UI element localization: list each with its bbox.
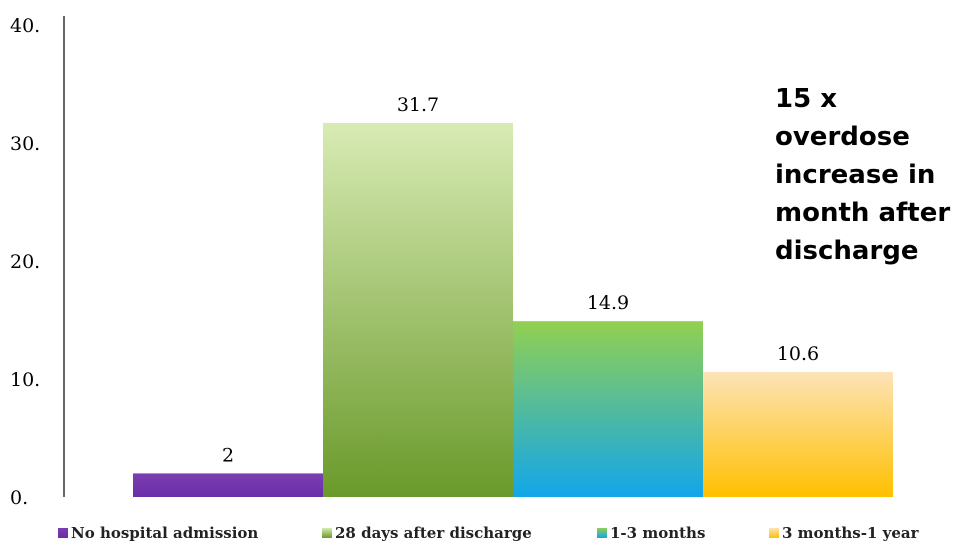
y-tick-label: 20. [10, 251, 40, 273]
legend-swatch [58, 528, 68, 538]
y-tick-label: 0. [10, 487, 28, 509]
bar [513, 321, 703, 497]
bar [323, 122, 513, 497]
bar-value-label: 10.6 [777, 343, 819, 365]
bar-value-label: 2 [222, 444, 234, 466]
bar [703, 371, 893, 497]
legend-label: 28 days after discharge [335, 524, 532, 542]
bar-chart: 0. 10. 20. 30. 40. 2 31.7 14.9 10.6 [10, 15, 893, 509]
y-axis-ticks: 0. 10. 20. 30. 40. [10, 15, 40, 509]
annotation-line: discharge [775, 236, 919, 266]
bars [133, 122, 893, 497]
annotation-line: increase in [775, 160, 936, 190]
legend-swatch [769, 528, 779, 538]
legend-label: 3 months-1 year [782, 524, 919, 542]
annotation-line: month after [775, 198, 951, 228]
legend-label: 1-3 months [610, 524, 706, 542]
bar [133, 473, 323, 497]
legend-item: No hospital admission [58, 524, 258, 542]
bar-value-label: 14.9 [587, 292, 629, 314]
data-labels: 2 31.7 14.9 10.6 [222, 94, 819, 466]
legend-swatch [322, 528, 332, 538]
y-tick-label: 30. [10, 133, 40, 155]
legend: No hospital admission 28 days after disc… [0, 524, 960, 544]
bar-value-label: 31.7 [397, 94, 439, 116]
legend-label: No hospital admission [71, 524, 259, 542]
legend-item: 3 months-1 year [769, 524, 919, 542]
annotation-text: 15 x overdose increase in month after di… [775, 80, 955, 270]
annotation-line: 15 x overdose [775, 84, 910, 152]
y-tick-label: 40. [10, 15, 40, 37]
y-tick-label: 10. [10, 369, 40, 391]
legend-item: 28 days after discharge [322, 524, 532, 542]
legend-swatch [597, 528, 607, 538]
legend-item: 1-3 months [597, 524, 705, 542]
